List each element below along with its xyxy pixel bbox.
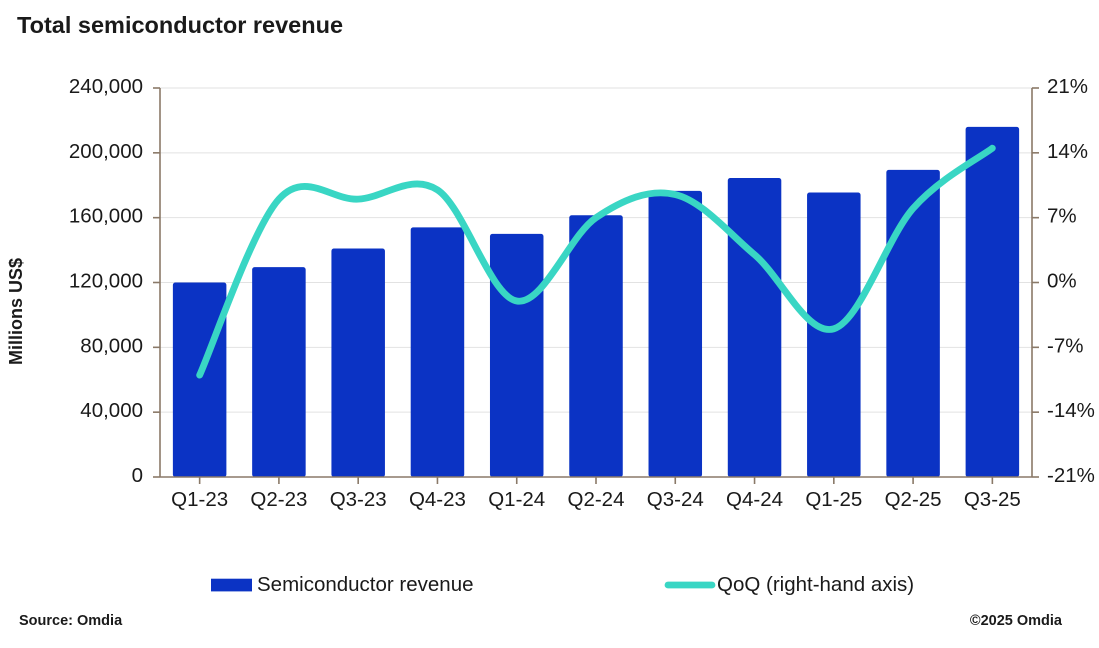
svg-text:7%: 7% — [1047, 205, 1077, 228]
svg-text:Q1-24: Q1-24 — [488, 488, 545, 511]
svg-text:Q2-23: Q2-23 — [250, 488, 307, 511]
svg-text:120,000: 120,000 — [69, 270, 143, 293]
svg-text:0%: 0% — [1047, 270, 1077, 293]
svg-text:240,000: 240,000 — [69, 75, 143, 98]
svg-text:Q1-23: Q1-23 — [171, 488, 228, 511]
svg-text:200,000: 200,000 — [69, 140, 143, 163]
svg-text:Q1-25: Q1-25 — [805, 488, 862, 511]
svg-text:40,000: 40,000 — [80, 399, 143, 422]
svg-text:21%: 21% — [1047, 75, 1088, 98]
svg-text:-21%: -21% — [1047, 464, 1095, 487]
svg-text:-7%: -7% — [1047, 334, 1083, 357]
svg-text:Q3-24: Q3-24 — [647, 488, 704, 511]
svg-text:14%: 14% — [1047, 140, 1088, 163]
svg-text:Q2-25: Q2-25 — [885, 488, 942, 511]
svg-text:0: 0 — [132, 464, 143, 487]
svg-text:Q2-24: Q2-24 — [568, 488, 625, 511]
svg-text:Q4-24: Q4-24 — [726, 488, 783, 511]
svg-text:-14%: -14% — [1047, 399, 1095, 422]
svg-text:160,000: 160,000 — [69, 205, 143, 228]
svg-text:Q4-23: Q4-23 — [409, 488, 466, 511]
svg-text:80,000: 80,000 — [80, 334, 143, 357]
svg-text:Q3-25: Q3-25 — [964, 488, 1021, 511]
svg-text:QoQ (right-hand axis): QoQ (right-hand axis) — [717, 573, 914, 596]
svg-text:Q3-23: Q3-23 — [330, 488, 387, 511]
svg-text:Semiconductor revenue: Semiconductor revenue — [257, 573, 474, 596]
